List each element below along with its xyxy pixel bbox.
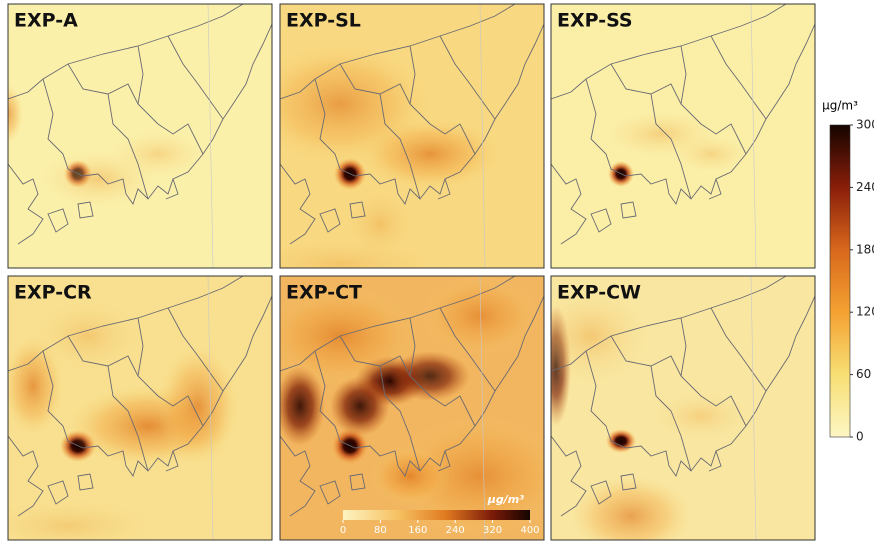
map-panel: EXP-CR: [0, 276, 272, 542]
concentration-plume: [28, 296, 148, 376]
panel-title: EXP-SL: [286, 10, 361, 32]
map-field: [531, 276, 815, 542]
inset-colorbar-tick-label: 160: [408, 525, 427, 536]
inset-colorbar: [343, 510, 530, 520]
inset-colorbar-tick-label: 0: [340, 525, 346, 536]
concentration-plume: [360, 119, 500, 189]
panel-title: EXP-CT: [286, 282, 362, 304]
concentration-plume: [651, 391, 751, 441]
panel-title: EXP-CW: [557, 282, 641, 304]
colorbar-unit: μg/m³: [822, 99, 858, 113]
figure: EXP-A EXP-SL EXP-SS EXP-CR EXP-CT EXP-CW μg/m³…: [0, 0, 874, 542]
colorbar-tick-label: 300: [856, 118, 874, 132]
map-field: [551, 4, 815, 268]
inset-colorbar-tick-label: 400: [520, 525, 539, 536]
map-panel: EXP-A: [0, 4, 272, 268]
concentration-plume: [606, 429, 636, 453]
colorbar-tick-label: 0: [856, 430, 864, 444]
map-field: [0, 276, 272, 542]
inset-colorbar-tick-label: 80: [374, 525, 387, 536]
colorbar-tick-label: 120: [856, 305, 874, 319]
colorbar: [830, 125, 850, 437]
colorbar-tick-label: 60: [856, 367, 871, 381]
colorbar-tick-label: 240: [856, 180, 874, 194]
inset-colorbar-unit: μg/m³: [487, 493, 524, 506]
map-field: [0, 4, 272, 268]
concentration-plume: [158, 346, 238, 466]
colorbar-tick-label: 180: [856, 242, 874, 256]
inset-colorbar-tick-label: 240: [446, 525, 465, 536]
concentration-plume: [108, 129, 208, 179]
panel-title: EXP-SS: [557, 10, 633, 32]
map-panel: EXP-SS: [551, 4, 815, 268]
map-panel: EXP-CW: [531, 276, 815, 542]
inset-colorbar-tick-label: 320: [483, 525, 502, 536]
panel-title: EXP-A: [14, 10, 78, 32]
panel-title: EXP-CR: [14, 282, 92, 304]
